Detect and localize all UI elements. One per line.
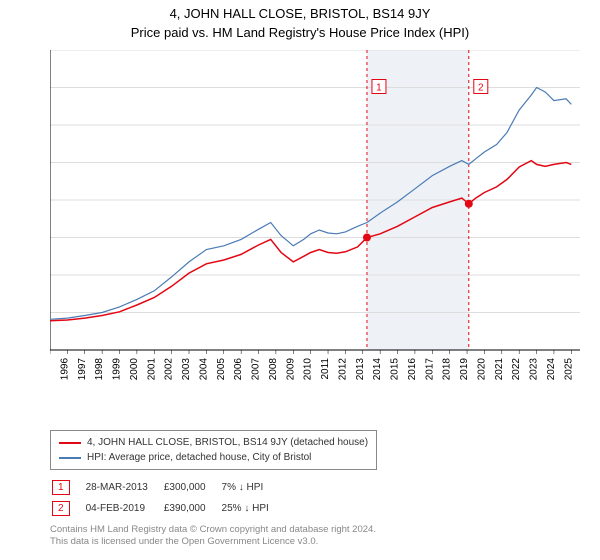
sale-delta-2: 25% ↓ HPI xyxy=(222,499,283,518)
svg-text:2003: 2003 xyxy=(181,358,192,381)
svg-text:2019: 2019 xyxy=(459,358,470,381)
svg-text:2015: 2015 xyxy=(390,358,401,381)
svg-text:2024: 2024 xyxy=(546,358,557,381)
legend-label-hpi: HPI: Average price, detached house, City… xyxy=(87,450,311,465)
svg-text:2013: 2013 xyxy=(355,358,366,381)
svg-text:2006: 2006 xyxy=(233,358,244,381)
footer-line1: Contains HM Land Registry data © Crown c… xyxy=(50,524,580,536)
svg-text:1: 1 xyxy=(376,83,382,94)
legend-box: 4, JOHN HALL CLOSE, BRISTOL, BS14 9JY (d… xyxy=(50,430,377,470)
svg-text:2002: 2002 xyxy=(164,358,175,381)
svg-text:1996: 1996 xyxy=(59,358,70,381)
legend-row-hpi: HPI: Average price, detached house, City… xyxy=(59,450,368,465)
legend-label-property: 4, JOHN HALL CLOSE, BRISTOL, BS14 9JY (d… xyxy=(87,435,368,450)
marker-badge-1: 1 xyxy=(52,480,70,495)
svg-text:2004: 2004 xyxy=(198,358,209,381)
sale-price-1: £300,000 xyxy=(164,478,220,497)
svg-text:2: 2 xyxy=(478,83,484,94)
sale-date-1: 28-MAR-2013 xyxy=(86,478,162,497)
svg-text:2011: 2011 xyxy=(320,358,331,380)
marker-badge-2: 2 xyxy=(52,501,70,516)
svg-text:2016: 2016 xyxy=(407,358,418,381)
svg-text:2001: 2001 xyxy=(146,358,157,381)
svg-text:2012: 2012 xyxy=(337,358,348,381)
svg-text:1998: 1998 xyxy=(94,358,105,381)
chart-title-subtitle: Price paid vs. HM Land Registry's House … xyxy=(0,21,600,40)
footer-line2: This data is licensed under the Open Gov… xyxy=(50,536,580,548)
svg-text:2025: 2025 xyxy=(563,358,574,381)
svg-text:2008: 2008 xyxy=(268,358,279,381)
svg-text:1997: 1997 xyxy=(77,358,88,381)
svg-text:2020: 2020 xyxy=(476,358,487,381)
sale-price-2: £390,000 xyxy=(164,499,220,518)
svg-text:2007: 2007 xyxy=(251,358,262,381)
legend-row-property: 4, JOHN HALL CLOSE, BRISTOL, BS14 9JY (d… xyxy=(59,435,368,450)
svg-text:2018: 2018 xyxy=(442,358,453,381)
line-chart: £0£100K£200K£300K£400K£500K£600K£700K£80… xyxy=(50,50,580,390)
chart-svg: £0£100K£200K£300K£400K£500K£600K£700K£80… xyxy=(50,50,580,390)
legend-swatch-property xyxy=(59,442,81,444)
svg-text:2022: 2022 xyxy=(511,358,522,381)
svg-text:2014: 2014 xyxy=(372,358,383,381)
legend-area: 4, JOHN HALL CLOSE, BRISTOL, BS14 9JY (d… xyxy=(50,430,580,549)
sales-table: 1 28-MAR-2013 £300,000 7% ↓ HPI 2 04-FEB… xyxy=(50,476,285,520)
sale-date-2: 04-FEB-2019 xyxy=(86,499,162,518)
svg-text:1999: 1999 xyxy=(112,358,123,381)
table-row: 2 04-FEB-2019 £390,000 25% ↓ HPI xyxy=(52,499,283,518)
svg-text:1995: 1995 xyxy=(50,358,53,381)
legend-swatch-hpi xyxy=(59,457,81,459)
svg-text:2010: 2010 xyxy=(303,358,314,381)
chart-title-address: 4, JOHN HALL CLOSE, BRISTOL, BS14 9JY xyxy=(0,0,600,21)
svg-text:2021: 2021 xyxy=(494,358,505,381)
svg-text:2009: 2009 xyxy=(285,358,296,381)
svg-text:2017: 2017 xyxy=(424,358,435,381)
table-row: 1 28-MAR-2013 £300,000 7% ↓ HPI xyxy=(52,478,283,497)
svg-text:2005: 2005 xyxy=(216,358,227,381)
svg-text:2000: 2000 xyxy=(129,358,140,381)
svg-text:2023: 2023 xyxy=(529,358,540,381)
footer-attribution: Contains HM Land Registry data © Crown c… xyxy=(50,524,580,549)
sale-delta-1: 7% ↓ HPI xyxy=(222,478,283,497)
